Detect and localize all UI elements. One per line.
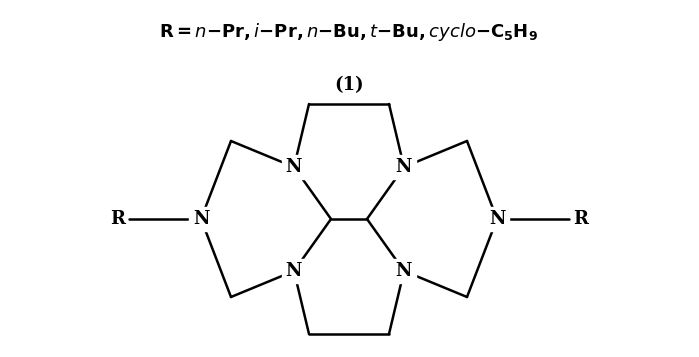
Text: N: N bbox=[193, 210, 209, 228]
Text: (1): (1) bbox=[334, 76, 363, 94]
Text: N: N bbox=[489, 210, 505, 228]
Bar bbox=[392, 155, 416, 179]
Text: R: R bbox=[573, 210, 588, 228]
Text: N: N bbox=[286, 262, 302, 280]
Bar bbox=[282, 259, 306, 283]
Text: R: R bbox=[110, 210, 125, 228]
Text: N: N bbox=[396, 262, 412, 280]
Bar bbox=[282, 155, 306, 179]
Bar bbox=[189, 207, 213, 231]
Text: N: N bbox=[396, 158, 412, 176]
Text: N: N bbox=[286, 158, 302, 176]
Text: $\mathbf{R = }$$\mathit{n}$$\mathbf{-Pr, }$$\mathit{i}$$\mathbf{-Pr, }$$\mathit{: $\mathbf{R = }$$\mathit{n}$$\mathbf{-Pr,… bbox=[159, 21, 538, 43]
Bar bbox=[485, 207, 509, 231]
Bar bbox=[392, 259, 416, 283]
